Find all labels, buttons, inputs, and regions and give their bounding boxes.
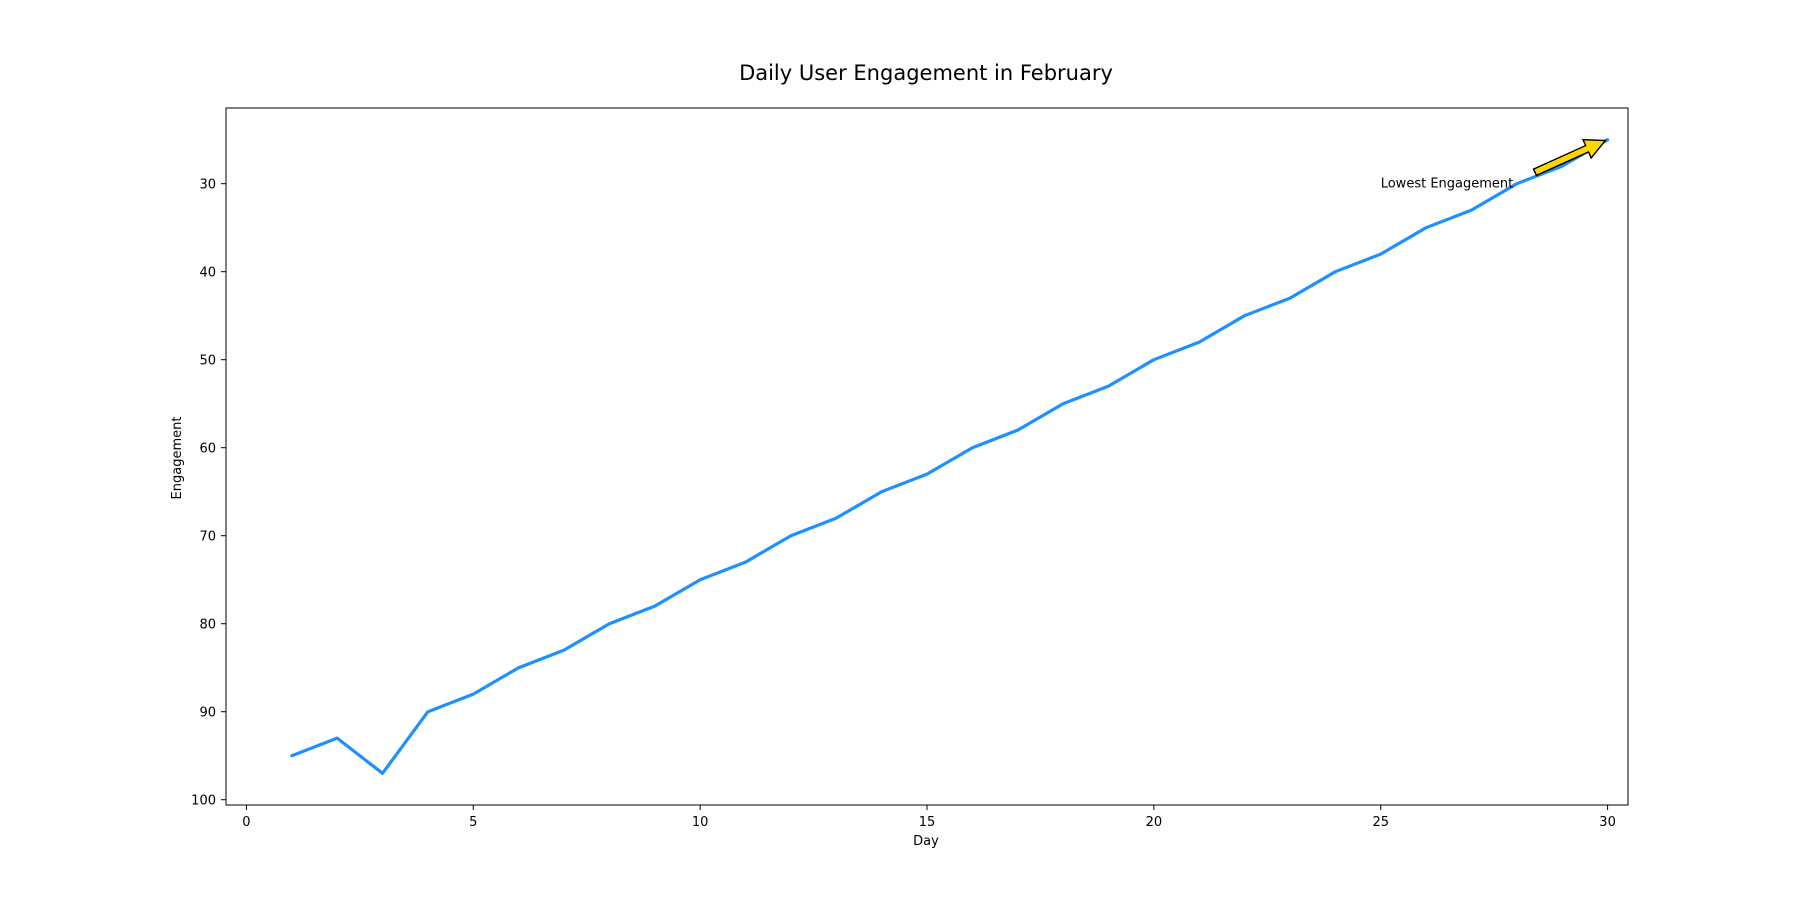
chart-title: Daily User Engagement in February (739, 61, 1113, 85)
x-tick-label: 30 (1599, 815, 1616, 830)
annotation-layer: Lowest Engagement (1381, 138, 1607, 192)
x-axis: 0 5 10 15 20 25 30 (242, 805, 1616, 830)
engagement-line (290, 138, 1610, 775)
x-tick-label: 15 (919, 815, 936, 830)
plot-frame (225, 107, 1629, 806)
y-axis: 30 40 50 60 70 80 90 100 (191, 178, 226, 809)
y-tick-label: 100 (191, 794, 216, 809)
x-axis-label: Day (913, 834, 939, 849)
x-tick-label: 5 (469, 815, 477, 830)
x-tick-label: 25 (1372, 815, 1389, 830)
y-tick-label: 30 (199, 178, 216, 193)
y-tick-label: 40 (199, 266, 216, 281)
x-tick-label: 0 (242, 815, 250, 830)
y-tick-label: 80 (199, 618, 216, 633)
y-tick-label: 50 (199, 354, 216, 369)
y-tick-label: 60 (199, 442, 216, 457)
annotation-label: Lowest Engagement (1381, 177, 1514, 192)
y-tick-label: 70 (199, 530, 216, 545)
x-tick-label: 10 (692, 815, 709, 830)
x-tick-label: 20 (1146, 815, 1163, 830)
y-axis-label: Engagement (170, 417, 185, 500)
y-tick-label: 90 (199, 706, 216, 721)
series-layer (290, 138, 1610, 775)
annotation-arrow (1532, 138, 1607, 177)
